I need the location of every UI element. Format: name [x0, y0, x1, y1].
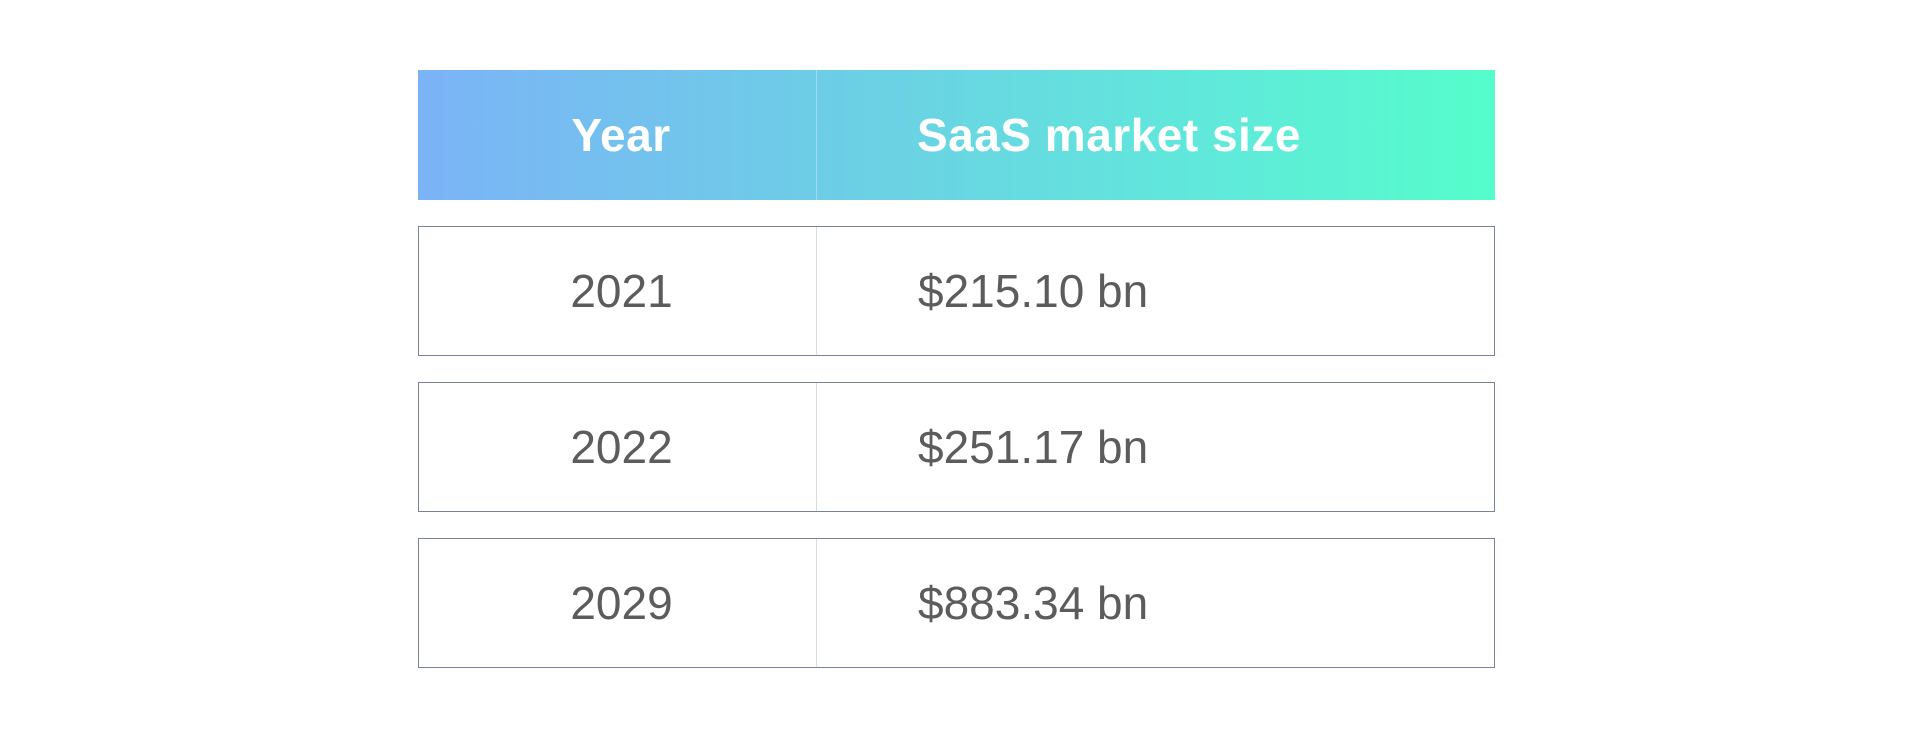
year-cell: 2021 [570, 265, 673, 317]
market-size-table: Year SaaS market size 2021 $215.10 bn 20… [418, 70, 1495, 668]
row-divider [816, 383, 817, 511]
market-size-cell: $251.17 bn [918, 421, 1149, 473]
table-row: 2022 $251.17 bn [418, 382, 1495, 512]
table-row: 2021 $215.10 bn [418, 226, 1495, 356]
table-row: 2029 $883.34 bn [418, 538, 1495, 668]
table-header-row: Year SaaS market size [418, 70, 1495, 200]
row-divider [816, 539, 817, 667]
market-size-cell: $215.10 bn [918, 265, 1149, 317]
column-header-year: Year [571, 109, 671, 161]
header-divider [816, 70, 817, 200]
market-size-cell: $883.34 bn [918, 577, 1149, 629]
row-divider [816, 227, 817, 355]
column-header-market-size: SaaS market size [917, 109, 1301, 161]
year-cell: 2022 [570, 421, 673, 473]
year-cell: 2029 [570, 577, 673, 629]
